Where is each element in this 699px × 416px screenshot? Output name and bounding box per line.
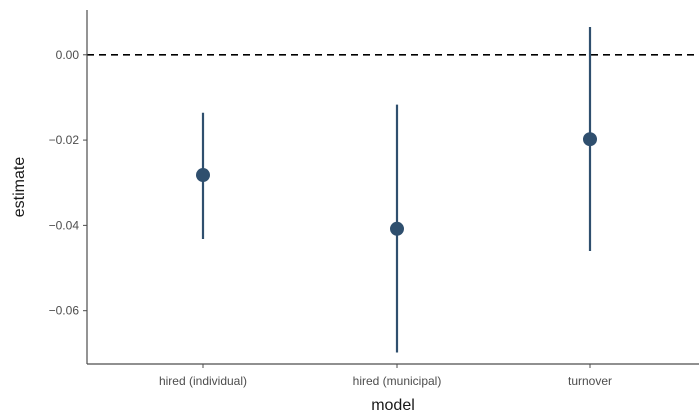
x-axis-title: model: [371, 397, 415, 414]
plot-area: [87, 27, 699, 353]
x-tick-label: hired (individual): [159, 374, 247, 388]
y-tick-label: −0.06: [49, 304, 80, 318]
y-tick-label: −0.04: [49, 218, 80, 232]
y-tick-label: −0.02: [49, 133, 80, 147]
x-tick-label: hired (municipal): [353, 374, 442, 388]
estimate-point: [390, 221, 404, 236]
x-tick-label: turnover: [568, 374, 612, 388]
y-axis-title: estimate: [11, 157, 28, 218]
estimate-point: [196, 168, 210, 183]
y-tick-label: 0.00: [56, 48, 80, 62]
estimate-point: [583, 132, 597, 147]
